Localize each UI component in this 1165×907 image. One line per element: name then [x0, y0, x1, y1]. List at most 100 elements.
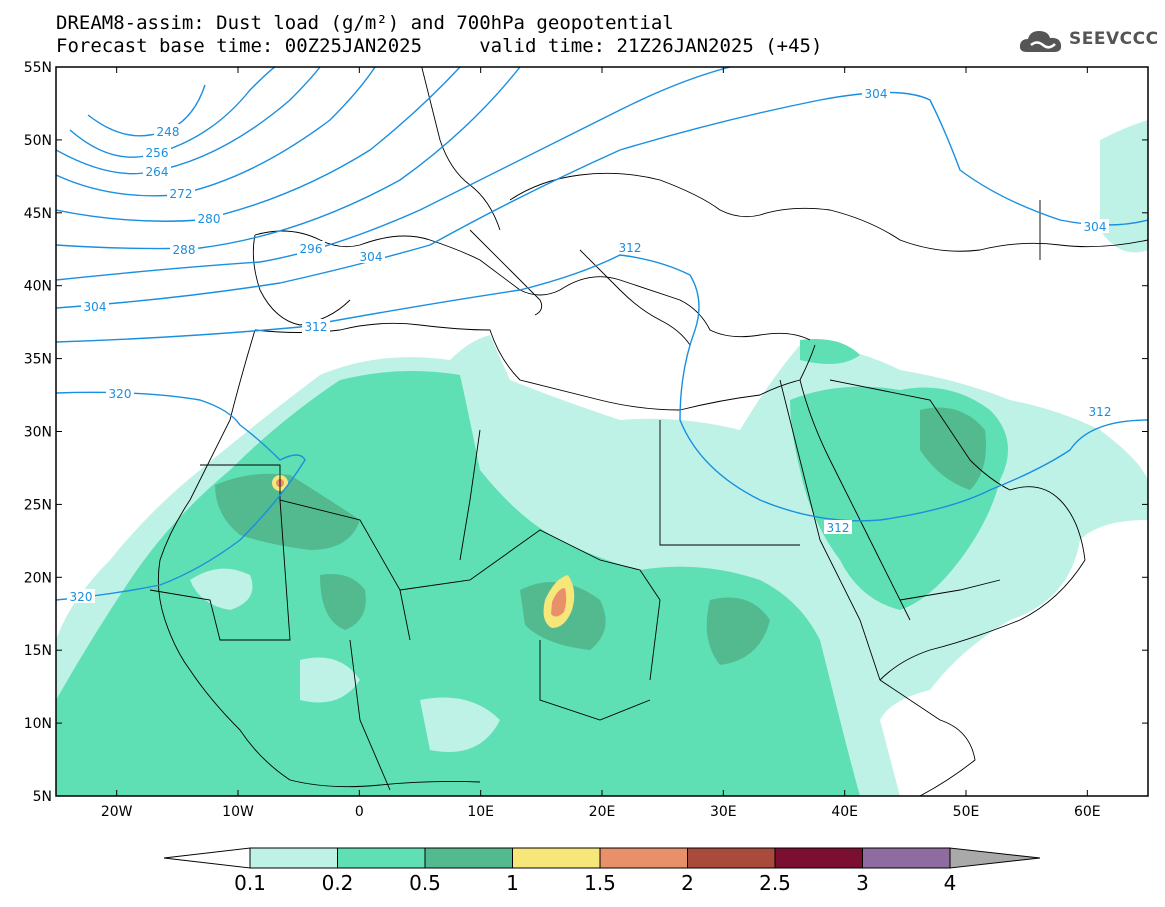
lat-tick-label: 15N	[24, 643, 52, 659]
map-title: DREAM8-assim: Dust load (g/m²) and 700hP…	[56, 12, 674, 34]
colorbar-label: 1	[506, 871, 519, 895]
contour-label: 288	[173, 243, 196, 257]
colorbar-swatch	[337, 847, 426, 869]
contour-248	[87, 84, 206, 137]
forecast-times: Forecast base time: 00Z25JAN2025 valid t…	[56, 35, 823, 57]
contour-label: 296	[300, 242, 323, 256]
contour-label-bg	[357, 249, 385, 263]
colorbar-swatch	[424, 847, 513, 869]
contour-label-bg	[1081, 219, 1109, 233]
contour-264	[56, 67, 321, 175]
colorbar-label: 0.5	[409, 871, 441, 895]
contour-label: 304	[865, 87, 888, 101]
contour-label: 264	[146, 165, 169, 179]
dust-shading	[56, 67, 1148, 796]
lon-tick-label: 20E	[589, 804, 616, 820]
dust-gap	[640, 452, 762, 540]
lon-tick-label: 10W	[222, 804, 254, 820]
dust-gap	[300, 657, 360, 703]
colorbar-swatch	[687, 847, 776, 869]
contour-label: 312	[305, 320, 328, 334]
dust-band-0.1-caspian	[1100, 120, 1148, 253]
colorbar: 0.1 0.2 0.5 1 1.5 2 2.5 3 4	[163, 847, 1041, 895]
contour-280	[56, 67, 461, 222]
lon-tick-label: 60E	[1074, 804, 1101, 820]
contour-label: 304	[1084, 220, 1107, 234]
colorbar-label: 3	[856, 871, 869, 895]
contour-label-bg	[106, 386, 134, 400]
lon-tick-label: 30E	[710, 804, 737, 820]
contour-label-bg	[81, 299, 109, 313]
lat-tick-label: 40N	[24, 279, 52, 295]
contour-label: 312	[619, 241, 642, 255]
contour-label-bg	[195, 211, 223, 225]
contour-label: 320	[109, 387, 132, 401]
contour-label-bg	[143, 164, 171, 178]
contour-label-bg	[1086, 404, 1114, 418]
lon-tick-label: 0	[355, 804, 364, 820]
colorbar-swatch	[774, 847, 863, 869]
contour-label-bg	[154, 124, 182, 138]
logo-text: SEEVCCC	[1069, 29, 1159, 49]
contour-label: 320	[70, 590, 93, 604]
colorbar-label: 2.5	[759, 871, 791, 895]
lon-tick-label: 50E	[953, 804, 980, 820]
dust-gap	[420, 697, 500, 752]
seevccc-logo: SEEVCCC	[1017, 26, 1159, 58]
dust-band-1.5	[551, 588, 567, 617]
cloud-icon	[1019, 31, 1062, 52]
colorbar-label: 2	[681, 871, 694, 895]
colorbar-swatch	[949, 847, 1041, 869]
lat-tick-label: 45N	[24, 206, 52, 222]
lat-tick-label: 5N	[33, 789, 52, 805]
dust-band-0.5-sudan	[706, 597, 770, 665]
contour-288	[56, 67, 521, 250]
lon-tick-label: 20W	[101, 804, 133, 820]
geopotential-contours	[56, 67, 1148, 601]
colorbar-swatch	[249, 847, 338, 869]
colorbar-label: 4	[944, 871, 957, 895]
lat-tick-label: 10N	[24, 716, 52, 732]
contour-label: 272	[170, 187, 193, 201]
lat-tick-label: 20N	[24, 570, 52, 586]
lat-tick-label: 35N	[24, 352, 52, 368]
lon-tick-label: 40E	[831, 804, 858, 820]
contour-label-bg	[170, 242, 198, 256]
contour-296	[56, 67, 731, 281]
contour-256	[69, 67, 276, 158]
contour-label: 248	[157, 125, 180, 139]
coastlines-borders	[149, 67, 1148, 796]
contour-label-bg	[824, 520, 852, 534]
colorbar-swatch	[862, 847, 951, 869]
contour-304	[56, 91, 1148, 309]
colorbar-swatch	[599, 847, 688, 869]
colorbar-label: 0.1	[234, 871, 266, 895]
colorbar-label: 0.2	[322, 871, 354, 895]
lat-tick-label: 50N	[24, 133, 52, 149]
contour-label-bg	[67, 589, 95, 603]
colorbar-swatch	[512, 847, 601, 869]
latitude-axis: 55N 50N 45N 40N 35N 30N 25N 20N 15N 10N 5N	[24, 60, 1148, 805]
contour-312	[56, 254, 1148, 522]
colorbar-swatch	[163, 847, 251, 869]
contour-label: 256	[146, 146, 169, 160]
contour-label-bg	[143, 145, 171, 159]
dust-band-0.5-gulf	[920, 407, 986, 490]
contour-label-bg	[862, 86, 890, 100]
dust-band-0.5-west	[215, 473, 360, 550]
lat-tick-label: 25N	[24, 497, 52, 513]
lat-tick-label: 30N	[24, 425, 52, 441]
contour-label: 312	[827, 521, 850, 535]
contour-label-bg	[302, 319, 330, 333]
lon-tick-label: 10E	[467, 804, 494, 820]
contour-label: 304	[360, 250, 383, 264]
contour-label: 312	[1089, 405, 1112, 419]
colorbar-label: 1.5	[584, 871, 616, 895]
lat-tick-label: 55N	[24, 60, 52, 76]
longitude-axis: 20W 10W 0 10E 20E 30E 40E 50E 60E	[101, 67, 1101, 820]
contour-label-bg	[297, 241, 325, 255]
contour-label: 280	[198, 212, 221, 226]
contour-label-bg	[167, 186, 195, 200]
